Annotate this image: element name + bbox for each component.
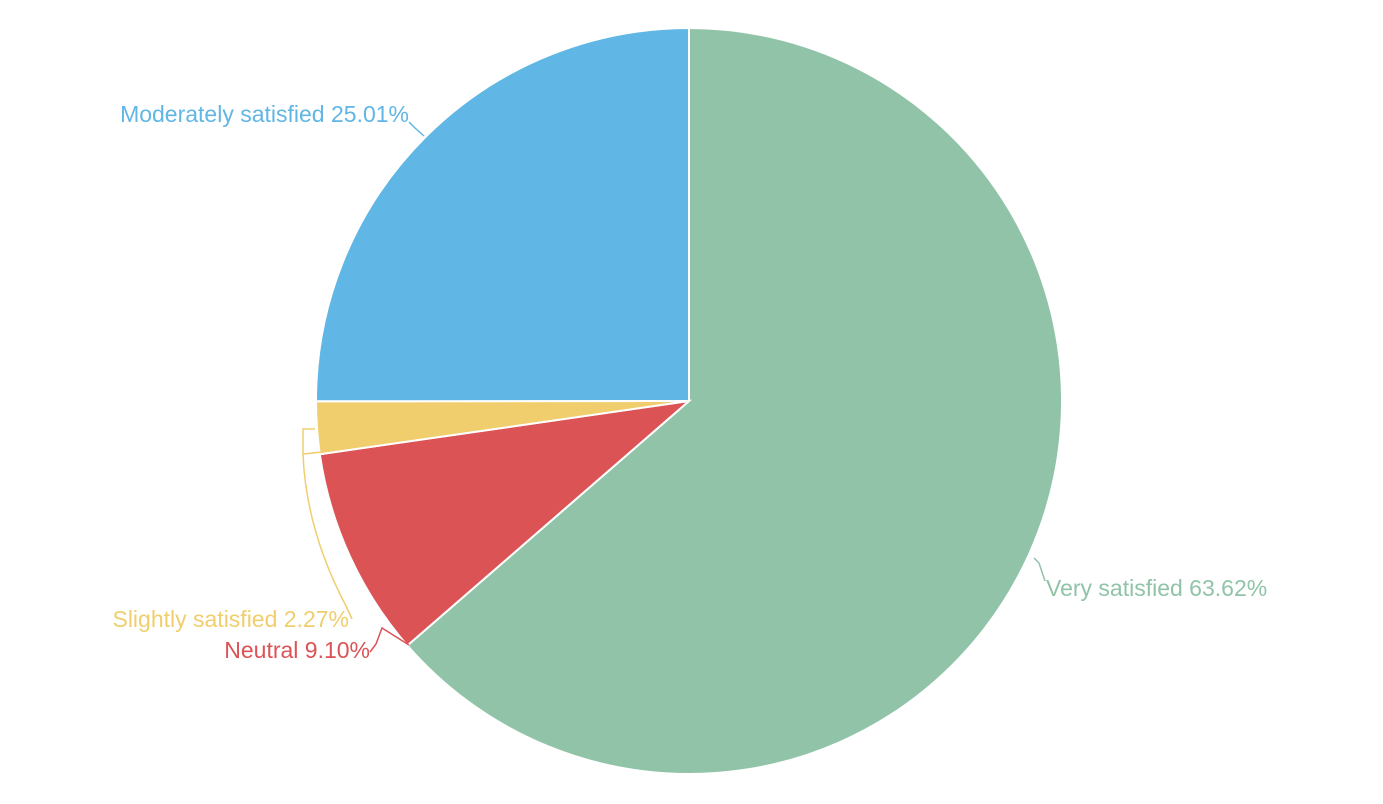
pie-slice-moderately-satisfied	[314, 26, 690, 403]
slice-label-moderately-satisfied: Moderately satisfied 25.01%	[120, 101, 409, 127]
slice-labels: Very satisfied 63.62% Neutral 9.10% Slig…	[112, 101, 1267, 663]
leader-line-neutral	[369, 626, 410, 653]
pie-slice-neutral	[318, 399, 693, 647]
leader-line-slightly-satisfied	[302, 428, 353, 620]
slice-label-neutral: Neutral 9.10%	[224, 637, 370, 663]
pie-slice-very-satisfied	[405, 26, 1063, 775]
leader-lines	[302, 121, 1046, 653]
leader-line-moderately-satisfied	[408, 121, 425, 137]
leader-line-very-satisfied	[1033, 557, 1046, 582]
slice-label-slightly-satisfied: Slightly satisfied 2.27%	[112, 606, 349, 632]
pie-slices	[314, 26, 1063, 775]
slice-label-very-satisfied: Very satisfied 63.62%	[1046, 575, 1267, 601]
